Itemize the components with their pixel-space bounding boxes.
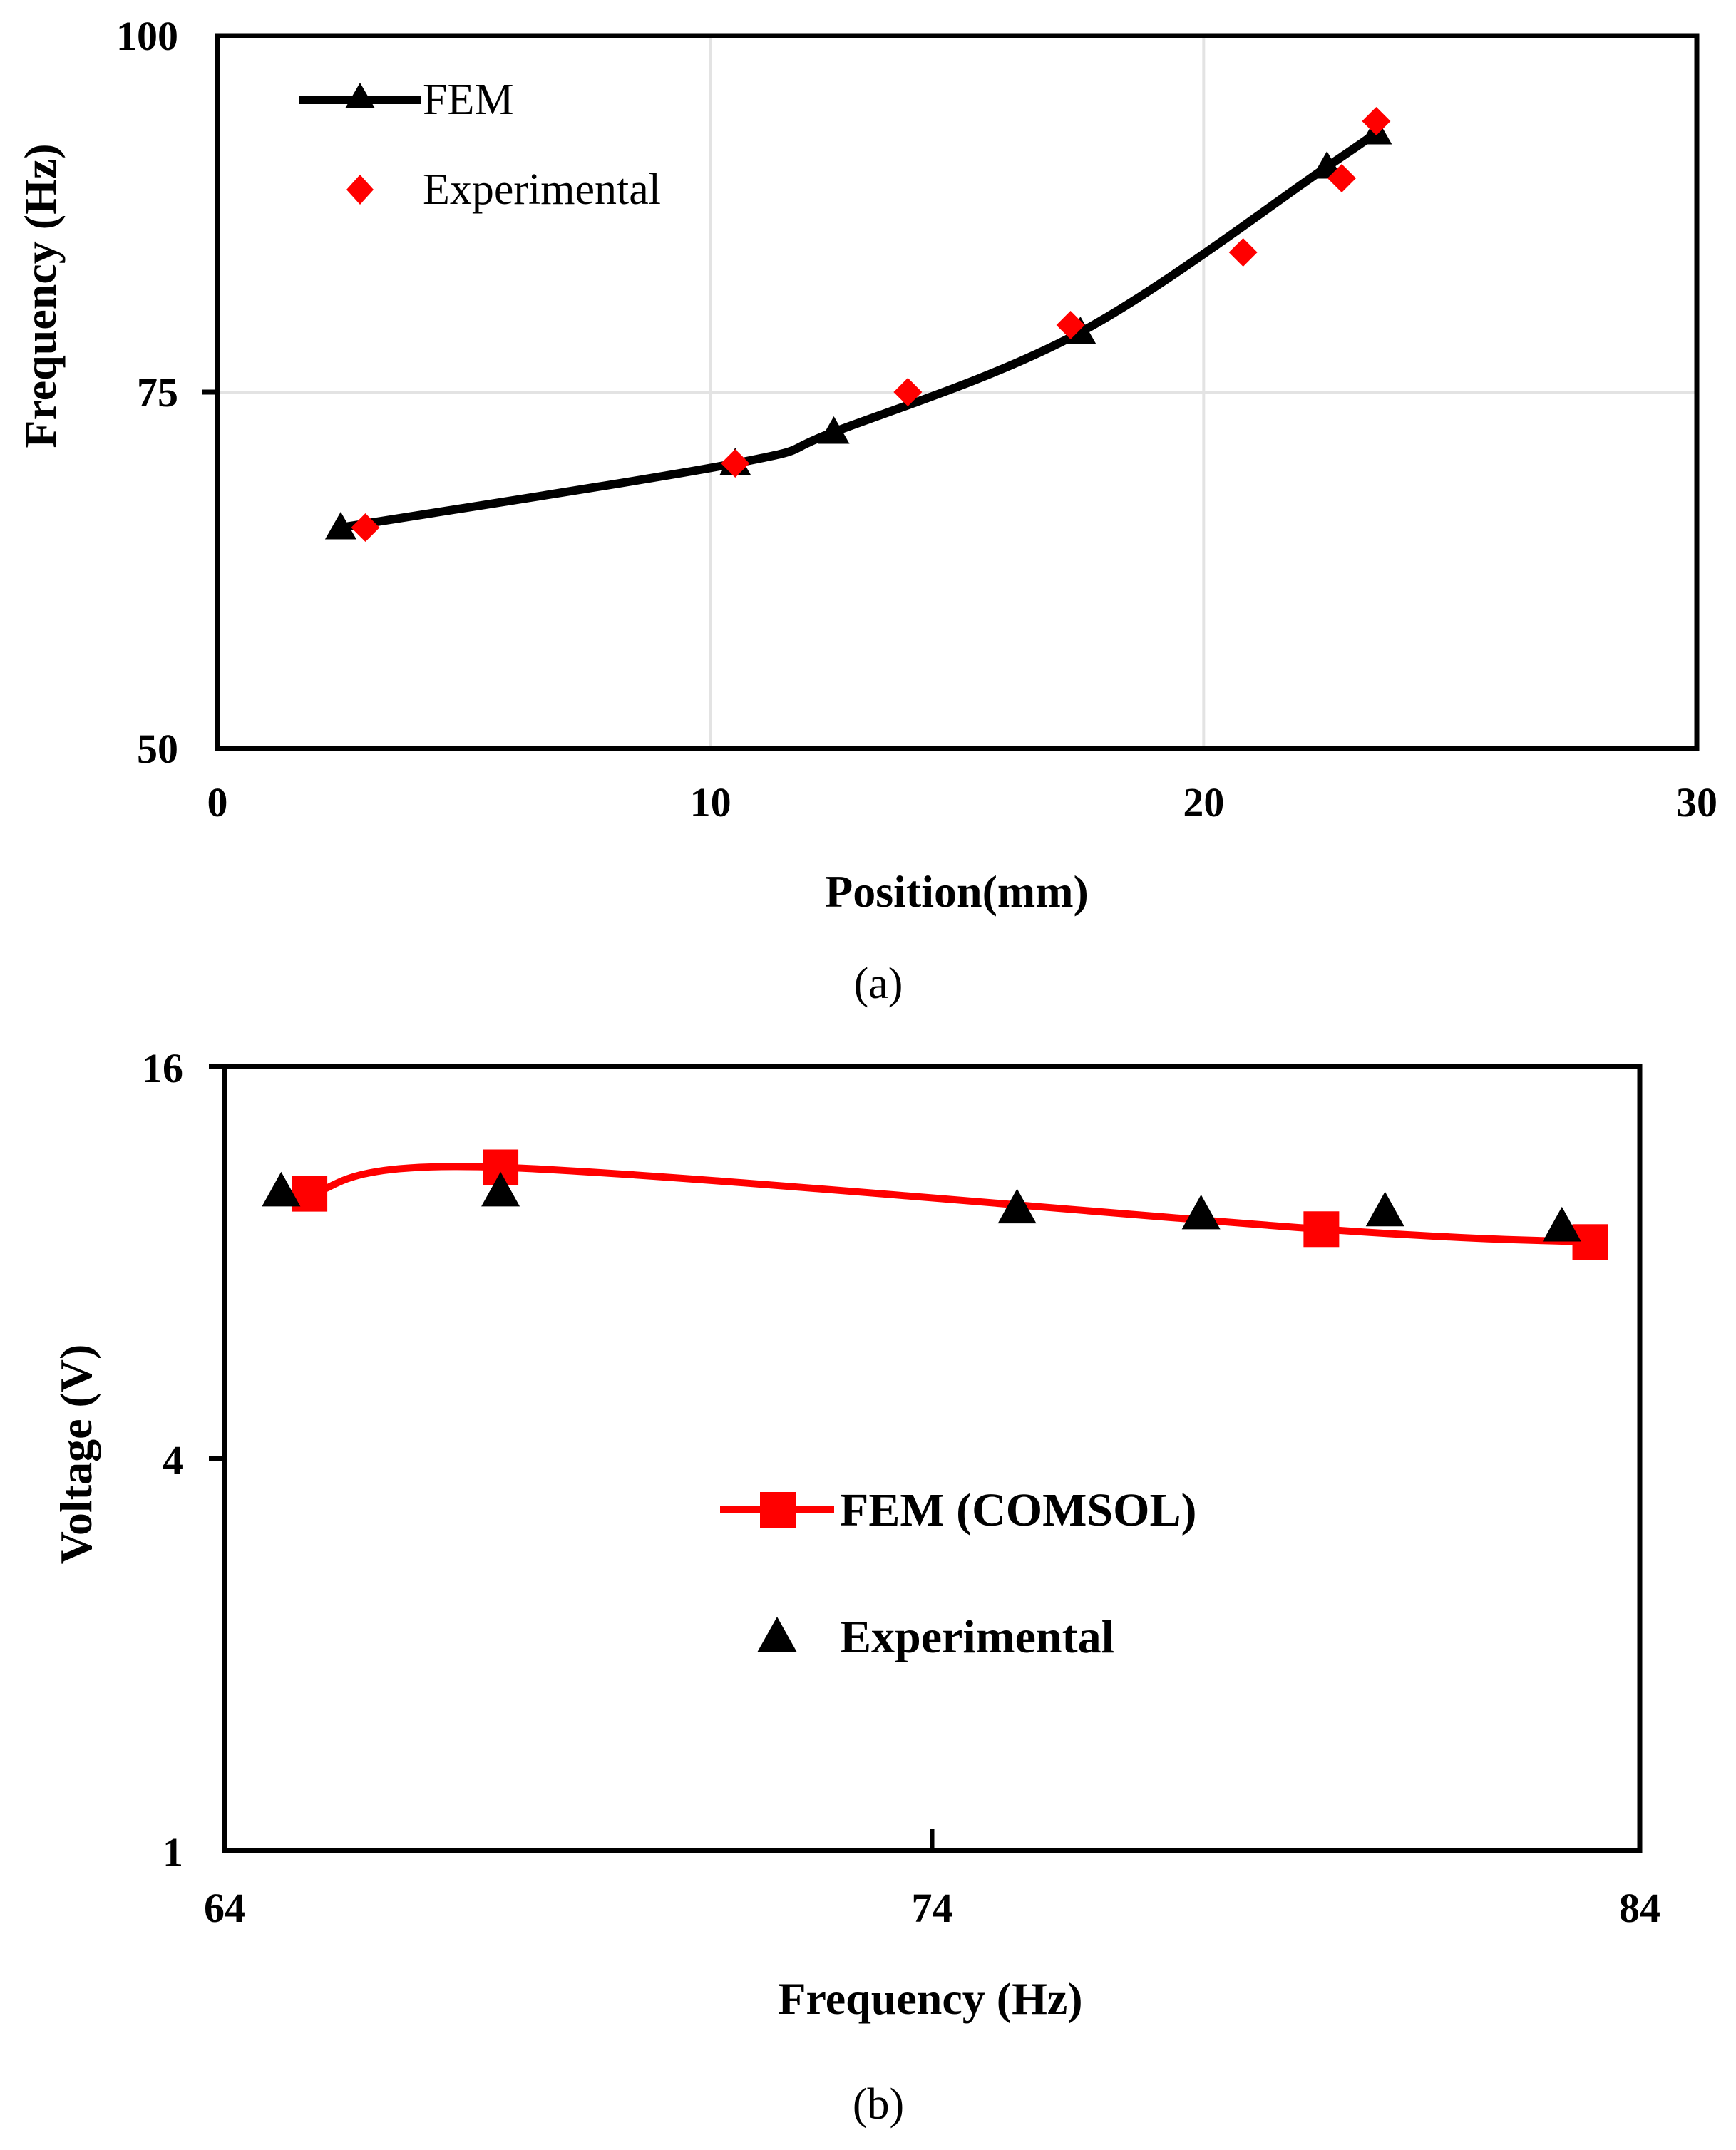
chart-a-y-tick-label: 75 bbox=[137, 369, 178, 416]
legend-a-experimental-diamond-marker bbox=[346, 175, 374, 205]
chart-b-x-tick-label: 74 bbox=[912, 1885, 953, 1931]
chart-b-legend: FEM (COMSOL) Experimental bbox=[720, 1484, 1196, 1663]
chart-b-experimental-point bbox=[1542, 1206, 1581, 1242]
chart-a-experimental-point bbox=[1228, 238, 1258, 267]
legend-a-fem-label: FEM bbox=[423, 76, 513, 124]
chart-b-experimental-point bbox=[481, 1171, 520, 1207]
chart-a-x-tick-label: 30 bbox=[1676, 779, 1717, 825]
legend-b-experimental-triangle-marker bbox=[757, 1617, 797, 1652]
chart-b-x-axis-title: Frequency (Hz) bbox=[778, 1973, 1082, 2024]
legend-a-experimental-label: Experimental bbox=[423, 165, 661, 214]
chart-b-y-tick-label: 1 bbox=[163, 1829, 183, 1876]
chart-a-experimental-point bbox=[1056, 311, 1085, 339]
chart-a: 0 10 20 30 50 75 100 Position(mm) Frequency (H… bbox=[15, 13, 1717, 1008]
chart-b-x-tick-label: 64 bbox=[204, 1885, 245, 1931]
chart-b-fem-point bbox=[1572, 1224, 1608, 1260]
chart-a-y-tick-label: 50 bbox=[137, 726, 178, 772]
chart-a-x-tick-label: 0 bbox=[207, 779, 228, 825]
chart-a-fem-line bbox=[336, 128, 1381, 532]
chart-a-experimental-point bbox=[893, 378, 923, 406]
chart-b-y-tick-label: 16 bbox=[142, 1045, 183, 1091]
legend-b-fem-label: FEM (COMSOL) bbox=[840, 1484, 1196, 1536]
chart-b-experimental-point bbox=[997, 1188, 1037, 1224]
chart-a-experimental-point bbox=[351, 513, 380, 542]
chart-b-fem-line bbox=[306, 1163, 1594, 1246]
legend-b-fem-square-marker bbox=[760, 1492, 796, 1528]
chart-a-fem-point bbox=[324, 512, 356, 540]
chart-b-fem-point bbox=[1303, 1211, 1340, 1248]
legend-b-experimental-label: Experimental bbox=[840, 1611, 1114, 1663]
chart-b-plot-frame bbox=[222, 1064, 1643, 1853]
chart-a-x-axis-title: Position(mm) bbox=[825, 866, 1089, 917]
chart-a-x-tick-label: 20 bbox=[1183, 779, 1224, 825]
chart-a-legend: FEM Experimental bbox=[299, 76, 661, 214]
chart-b-y-axis-title: Voltage (V) bbox=[51, 1344, 101, 1565]
chart-b-experimental-point bbox=[262, 1171, 301, 1207]
chart-b-experimental-point bbox=[1181, 1194, 1221, 1230]
chart-a-ticks: 0 10 20 30 50 75 100 bbox=[116, 13, 1717, 825]
chart-b: 64 74 84 1 4 16 Frequency (Hz) Voltage (V) FE… bbox=[51, 1045, 1660, 2129]
chart-a-panel-label: (a) bbox=[854, 960, 903, 1008]
legend-a-fem-triangle-marker bbox=[345, 83, 375, 108]
chart-b-ticks: 64 74 84 1 4 16 bbox=[142, 1045, 1660, 1931]
chart-a-grid bbox=[217, 36, 1697, 749]
chart-a-fem-point bbox=[818, 416, 850, 444]
chart-b-experimental-point bbox=[1365, 1191, 1404, 1227]
chart-a-x-tick-label: 10 bbox=[690, 779, 731, 825]
chart-a-y-tick-label: 100 bbox=[116, 13, 178, 59]
chart-a-experimental-point bbox=[721, 449, 750, 478]
chart-b-panel-label: (b) bbox=[853, 2080, 904, 2129]
chart-a-series bbox=[324, 107, 1392, 542]
chart-b-y-tick-label: 4 bbox=[163, 1437, 183, 1483]
chart-a-experimental-point bbox=[1362, 107, 1391, 135]
chart-a-y-axis-title: Frequency (Hz) bbox=[15, 143, 66, 448]
chart-b-series bbox=[262, 1149, 1608, 1260]
chart-b-x-tick-label: 84 bbox=[1619, 1885, 1660, 1931]
chart-a-experimental-point bbox=[1327, 164, 1356, 192]
